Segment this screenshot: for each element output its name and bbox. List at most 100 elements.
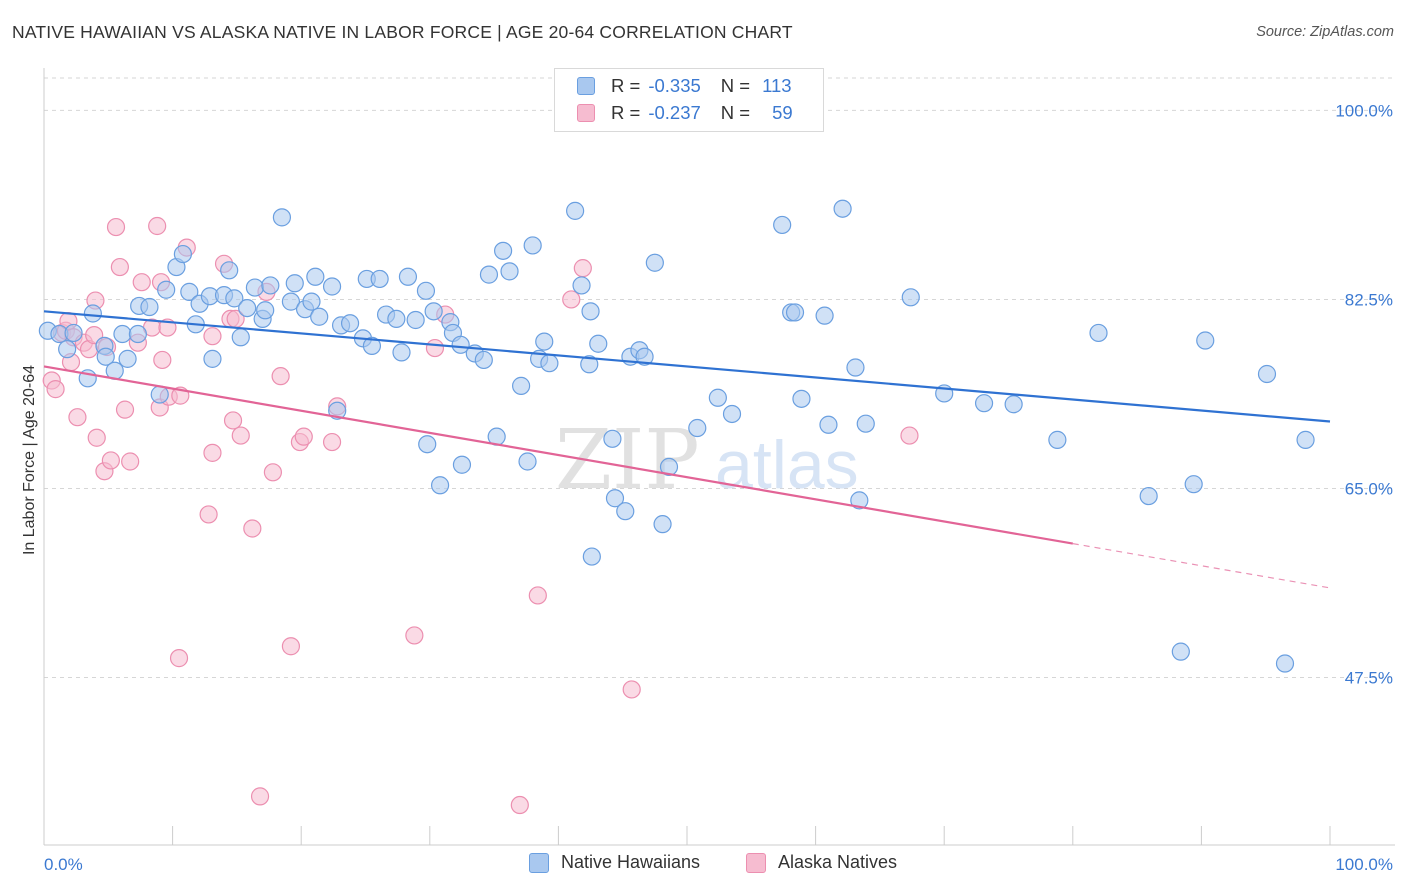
data-point-native-hawaiians bbox=[83, 304, 102, 323]
series-native-hawaiians bbox=[38, 199, 1315, 673]
series-legend-item-alaska-natives: Alaska Natives bbox=[746, 852, 897, 873]
data-point-alaska-natives bbox=[199, 505, 218, 524]
trend-line-native-hawaiians bbox=[43, 310, 1331, 423]
data-point-native-hawaiians bbox=[180, 282, 199, 301]
data-point-native-hawaiians bbox=[974, 394, 994, 413]
data-point-native-hawaiians bbox=[118, 349, 137, 368]
series-legend-swatch-pink bbox=[746, 852, 766, 873]
data-point-alaska-natives bbox=[281, 637, 301, 656]
y-tick-label: 100.0% bbox=[1335, 101, 1393, 120]
data-point-native-hawaiians bbox=[1139, 486, 1158, 506]
data-point-native-hawaiians bbox=[901, 288, 920, 307]
legend-swatch-blue bbox=[577, 77, 595, 95]
x-tick-label: 100.0% bbox=[1335, 855, 1393, 874]
data-point-native-hawaiians bbox=[1184, 475, 1203, 494]
data-point-native-hawaiians bbox=[387, 309, 406, 329]
data-point-native-hawaiians bbox=[580, 355, 599, 374]
data-point-native-hawaiians bbox=[635, 347, 654, 366]
x-tick-label: 0.0% bbox=[44, 855, 83, 874]
data-point-native-hawaiians bbox=[792, 389, 811, 408]
data-point-native-hawaiians bbox=[203, 349, 222, 368]
data-point-alaska-natives bbox=[231, 426, 250, 445]
data-point-alaska-natives bbox=[68, 408, 87, 427]
data-point-alaska-natives bbox=[425, 338, 445, 358]
data-point-native-hawaiians bbox=[566, 201, 585, 220]
data-point-alaska-natives bbox=[243, 519, 262, 538]
y-tick-label: 82.5% bbox=[1345, 290, 1393, 309]
source-label: Source: ZipAtlas.com bbox=[1256, 24, 1394, 40]
data-point-native-hawaiians bbox=[833, 199, 852, 218]
data-point-native-hawaiians bbox=[340, 314, 360, 333]
legend-row-native-hawaiians: R = -0.335 N = 113 bbox=[577, 73, 792, 99]
data-point-alaska-natives bbox=[87, 428, 106, 447]
axes bbox=[43, 68, 1395, 846]
data-point-alaska-natives bbox=[115, 400, 135, 419]
legend-n-label: N = bbox=[720, 75, 751, 96]
data-point-native-hawaiians bbox=[225, 289, 244, 308]
data-point-native-hawaiians bbox=[535, 332, 554, 351]
data-point-alaska-natives bbox=[294, 427, 313, 446]
data-point-native-hawaiians bbox=[322, 277, 342, 296]
data-point-native-hawaiians bbox=[589, 334, 608, 353]
data-point-native-hawaiians bbox=[1196, 331, 1215, 350]
data-point-native-hawaiians bbox=[540, 354, 559, 373]
data-point-native-hawaiians bbox=[173, 244, 192, 264]
data-point-native-hawaiians bbox=[430, 476, 450, 495]
data-point-native-hawaiians bbox=[310, 307, 329, 326]
data-point-native-hawaiians bbox=[474, 350, 493, 370]
data-point-native-hawaiians bbox=[416, 281, 436, 300]
data-point-alaska-natives bbox=[223, 411, 243, 430]
data-point-native-hawaiians bbox=[1171, 642, 1190, 661]
data-point-native-hawaiians bbox=[238, 299, 257, 318]
data-point-alaska-natives bbox=[121, 452, 140, 471]
trend-line-alaska-natives-extrapolated bbox=[1072, 543, 1331, 589]
data-point-native-hawaiians bbox=[398, 267, 418, 286]
data-point-native-hawaiians bbox=[645, 253, 664, 272]
data-point-alaska-natives bbox=[405, 626, 424, 645]
data-point-alaska-natives bbox=[153, 350, 172, 370]
data-point-native-hawaiians bbox=[479, 265, 499, 284]
gridlines bbox=[44, 77, 1395, 679]
data-point-alaska-natives bbox=[106, 217, 126, 237]
data-point-native-hawaiians bbox=[328, 401, 347, 420]
data-point-native-hawaiians bbox=[581, 302, 600, 321]
data-point-native-hawaiians bbox=[850, 491, 869, 510]
data-point-native-hawaiians bbox=[231, 328, 250, 347]
data-point-native-hawaiians bbox=[261, 276, 280, 295]
data-point-native-hawaiians bbox=[245, 278, 265, 297]
data-point-native-hawaiians bbox=[773, 215, 792, 235]
data-point-native-hawaiians bbox=[1089, 323, 1108, 343]
data-point-native-hawaiians bbox=[281, 292, 301, 311]
data-point-alaska-natives bbox=[203, 327, 222, 346]
data-point-native-hawaiians bbox=[603, 429, 622, 448]
y-axis-label: In Labor Force | Age 20-64 bbox=[21, 364, 38, 556]
data-point-native-hawaiians bbox=[659, 457, 679, 477]
data-point-alaska-natives bbox=[46, 380, 65, 399]
data-point-native-hawaiians bbox=[128, 324, 147, 344]
data-point-alaska-natives bbox=[562, 290, 581, 309]
data-point-native-hawaiians bbox=[512, 376, 531, 395]
data-point-alaska-natives bbox=[900, 426, 919, 445]
series-legend-swatch-blue bbox=[529, 852, 549, 873]
data-point-alaska-natives bbox=[510, 795, 529, 815]
trend-lines bbox=[43, 310, 1331, 589]
data-point-native-hawaiians bbox=[370, 269, 389, 289]
chart-title: NATIVE HAWAIIAN VS ALASKA NATIVE IN LABO… bbox=[12, 22, 793, 42]
legend-n-value: 113 bbox=[762, 75, 792, 96]
data-point-native-hawaiians bbox=[272, 208, 292, 227]
data-point-native-hawaiians bbox=[150, 385, 169, 404]
data-point-native-hawaiians bbox=[452, 455, 472, 474]
stats-legend: R = -0.335 N = 113 R = -0.237 N = 59 bbox=[554, 68, 824, 132]
data-point-native-hawaiians bbox=[424, 302, 443, 321]
legend-r-value: -0.335 bbox=[648, 75, 701, 96]
data-point-native-hawaiians bbox=[1275, 654, 1295, 673]
data-point-native-hawaiians bbox=[688, 418, 707, 438]
data-point-alaska-natives bbox=[263, 463, 283, 482]
watermark: ZIP atlas bbox=[555, 413, 859, 508]
tick-labels: 47.5% 65.0% 82.5% 100.0% 0.0% 100.0% bbox=[44, 101, 1393, 874]
data-point-native-hawaiians bbox=[362, 336, 382, 356]
data-point-native-hawaiians bbox=[58, 340, 77, 359]
data-point-native-hawaiians bbox=[418, 435, 437, 454]
data-point-alaska-natives bbox=[528, 586, 547, 605]
